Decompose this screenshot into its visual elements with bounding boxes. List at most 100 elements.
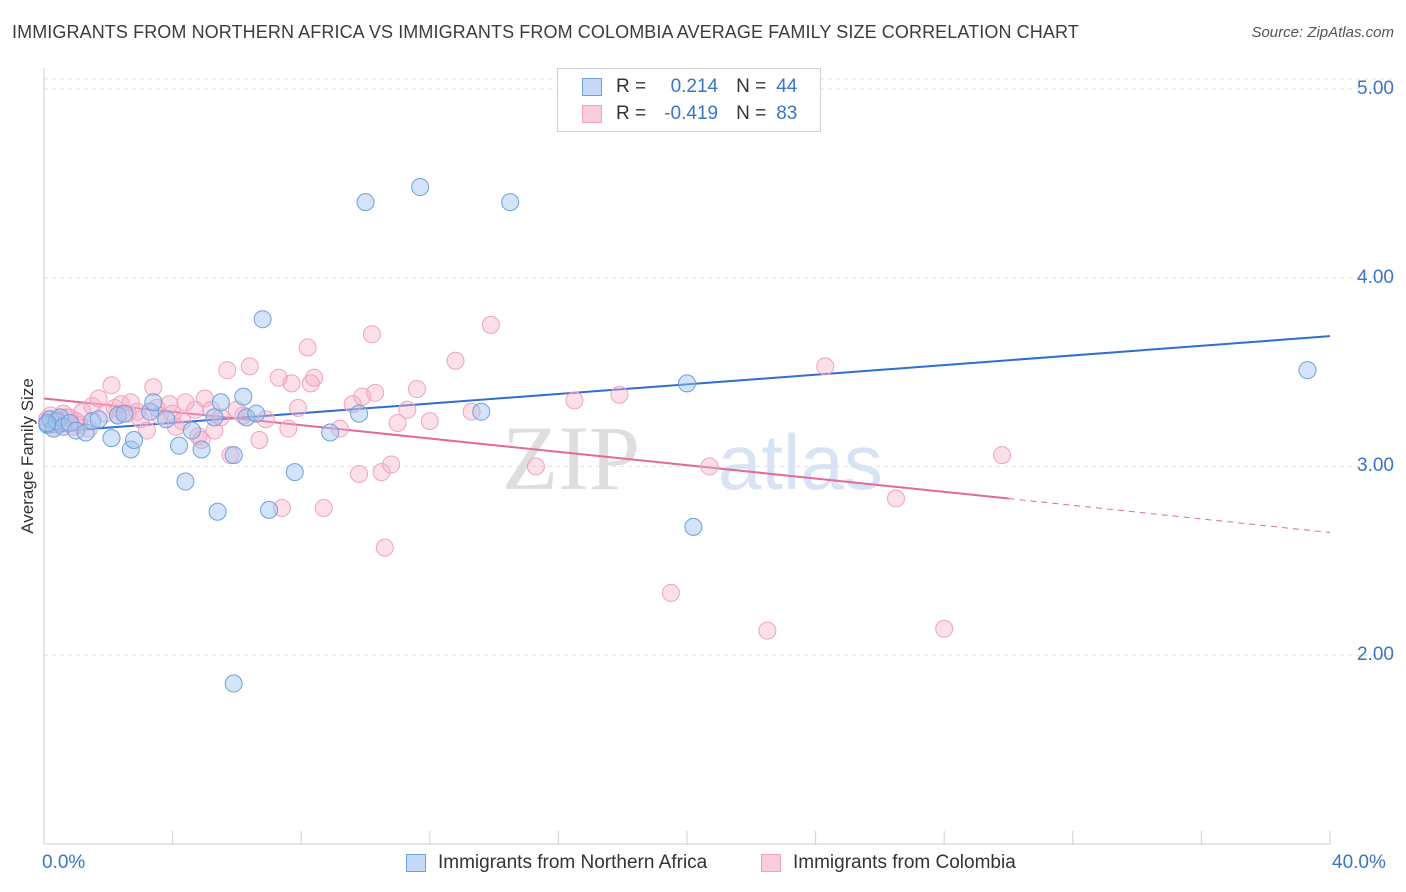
x-tick-label-min: 0.0% (42, 852, 86, 873)
bottom-legend-colombia: Immigrants from Colombia (761, 852, 1016, 874)
data-point-series-0 (224, 446, 243, 465)
data-point-series-0 (321, 423, 340, 442)
data-point-series-0 (170, 436, 189, 455)
y-tick-label: 4.00 (1357, 266, 1394, 288)
legend-n-value: 83 (776, 103, 798, 124)
data-point-series-1 (240, 357, 259, 376)
data-point-series-0 (253, 310, 272, 329)
data-point-series-1 (301, 374, 320, 393)
data-point-series-1 (131, 410, 150, 429)
data-points (38, 178, 1317, 693)
legend-box: R = 0.214 N = 44 R = -0.419 N = 83 (557, 68, 821, 132)
bottom-legend-label: Immigrants from Colombia (793, 852, 1016, 873)
data-point-series-1 (526, 457, 545, 476)
data-point-series-1 (176, 393, 195, 412)
data-point-series-1 (886, 489, 905, 508)
trend-lines (43, 335, 1331, 534)
data-point-series-0 (102, 429, 121, 448)
data-point-series-0 (176, 472, 195, 491)
data-point-series-0 (208, 502, 227, 521)
bottom-legend-swatch-pink (761, 854, 781, 872)
trend-line-series-0 (43, 335, 1331, 434)
data-point-series-0 (38, 414, 57, 433)
data-point-series-1 (661, 583, 680, 602)
x-tick-label-max: 40.0% (1332, 852, 1386, 873)
data-point-series-0 (472, 402, 491, 421)
trend-line-extension-series-1 (1008, 498, 1331, 534)
data-point-series-1 (282, 374, 301, 393)
data-point-series-0 (115, 404, 134, 423)
data-point-series-1 (256, 410, 275, 429)
data-point-series-1 (372, 463, 391, 482)
data-point-series-1 (250, 431, 269, 450)
data-point-series-0 (234, 387, 253, 406)
data-point-series-1 (279, 419, 298, 438)
data-point-series-1 (137, 421, 156, 440)
data-point-series-1 (314, 498, 333, 517)
data-point-series-1 (481, 315, 500, 334)
data-point-series-1 (173, 412, 192, 431)
data-point-series-0 (121, 440, 140, 459)
chart-title: IMMIGRANTS FROM NORTHERN AFRICA VS IMMIG… (12, 22, 1079, 42)
data-point-series-0 (182, 421, 201, 440)
data-point-series-1 (218, 361, 237, 380)
data-point-series-1 (144, 378, 163, 397)
data-point-series-0 (144, 393, 163, 412)
data-point-series-1 (192, 431, 211, 450)
data-point-series-0 (678, 374, 696, 393)
data-point-series-1 (816, 357, 835, 376)
data-point-series-0 (356, 193, 375, 212)
data-point-series-0 (76, 423, 95, 442)
data-point-series-1 (993, 446, 1012, 465)
data-point-series-0 (211, 393, 230, 412)
legend-r-value: 0.214 (670, 76, 719, 97)
data-point-series-1 (407, 380, 426, 399)
data-point-series-1 (350, 464, 369, 483)
data-point-series-0 (125, 431, 144, 450)
data-point-series-0 (237, 408, 256, 427)
data-point-series-0 (1298, 361, 1317, 380)
bottom-legend-northern-africa: Immigrants from Northern Africa (406, 852, 707, 874)
data-point-series-0 (684, 517, 703, 536)
data-point-series-1 (610, 385, 629, 404)
data-point-series-1 (298, 338, 317, 357)
watermark: ZIP atlas (502, 407, 883, 509)
data-point-series-1 (388, 414, 407, 433)
data-point-series-1 (305, 368, 324, 387)
legend-r-value: -0.419 (664, 103, 719, 124)
data-point-series-0 (89, 410, 108, 429)
y-tick-label: 5.00 (1357, 77, 1394, 99)
legend-swatch-pink (582, 105, 602, 123)
legend-row-colombia: R = -0.419 N = 83 (582, 102, 797, 126)
watermark-atlas: atlas (718, 418, 883, 506)
data-point-series-0 (285, 463, 304, 482)
data-point-series-0 (224, 674, 243, 693)
data-point-series-0 (60, 414, 79, 433)
data-point-series-0 (411, 178, 430, 197)
data-point-series-1 (758, 621, 777, 640)
source-credit: Source: ZipAtlas.com (1251, 24, 1394, 41)
y-tick-label: 2.00 (1357, 644, 1394, 666)
data-point-series-0 (192, 440, 211, 459)
data-point-series-1 (382, 455, 401, 474)
legend-r-label: R = (616, 76, 647, 97)
data-point-series-0 (501, 193, 520, 212)
data-point-series-1 (565, 391, 584, 410)
data-point-series-1 (205, 421, 224, 440)
data-point-series-0 (108, 406, 127, 425)
data-point-series-1 (160, 395, 179, 414)
data-point-series-1 (420, 412, 439, 431)
data-point-series-1 (366, 383, 385, 402)
data-point-series-1 (362, 325, 381, 344)
data-point-series-0 (157, 410, 176, 429)
bottom-legend-label: Immigrants from Northern Africa (438, 852, 708, 873)
data-point-series-1 (89, 389, 108, 408)
data-point-series-1 (211, 408, 230, 427)
legend-n-value: 44 (776, 76, 798, 97)
data-point-series-1 (446, 351, 465, 370)
data-point-series-1 (398, 400, 417, 419)
data-point-series-0 (350, 404, 369, 423)
data-point-series-0 (141, 402, 160, 421)
data-point-series-1 (343, 395, 362, 414)
